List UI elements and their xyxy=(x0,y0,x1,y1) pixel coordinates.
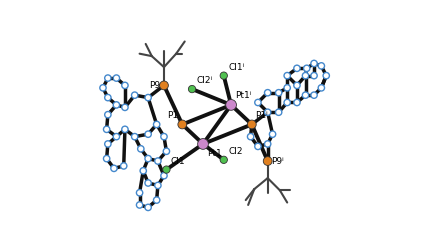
Text: P1ⁱ: P1ⁱ xyxy=(256,111,268,120)
Circle shape xyxy=(138,146,144,152)
Circle shape xyxy=(145,180,151,186)
Circle shape xyxy=(163,148,169,154)
Circle shape xyxy=(104,126,110,132)
Circle shape xyxy=(247,133,254,140)
Circle shape xyxy=(311,72,317,79)
Circle shape xyxy=(276,109,282,115)
Circle shape xyxy=(220,72,227,79)
Circle shape xyxy=(122,126,128,132)
Circle shape xyxy=(294,99,300,106)
Circle shape xyxy=(323,72,330,79)
Text: P9: P9 xyxy=(149,81,160,90)
Text: Pt1: Pt1 xyxy=(207,149,221,158)
Text: Pt1ⁱ: Pt1ⁱ xyxy=(235,91,251,100)
Circle shape xyxy=(318,63,324,69)
Circle shape xyxy=(220,156,227,163)
Circle shape xyxy=(188,85,196,93)
Circle shape xyxy=(160,81,168,90)
Circle shape xyxy=(294,82,300,89)
Text: P1: P1 xyxy=(167,111,178,120)
Circle shape xyxy=(163,166,170,173)
Circle shape xyxy=(311,60,317,67)
Text: Cl1: Cl1 xyxy=(171,157,185,166)
Circle shape xyxy=(284,99,290,106)
Circle shape xyxy=(100,85,106,91)
Circle shape xyxy=(155,158,161,164)
Circle shape xyxy=(198,139,208,149)
Circle shape xyxy=(155,182,161,189)
Circle shape xyxy=(105,112,111,118)
Circle shape xyxy=(302,92,309,98)
Circle shape xyxy=(263,157,272,165)
Text: Cl2: Cl2 xyxy=(228,147,243,156)
Circle shape xyxy=(255,143,261,150)
Circle shape xyxy=(154,121,160,128)
Circle shape xyxy=(226,100,236,110)
Circle shape xyxy=(145,131,151,137)
Circle shape xyxy=(318,85,324,91)
Circle shape xyxy=(122,104,128,111)
Circle shape xyxy=(154,197,160,203)
Circle shape xyxy=(137,202,143,208)
Circle shape xyxy=(294,65,300,71)
Circle shape xyxy=(105,75,111,81)
Circle shape xyxy=(265,90,271,96)
Circle shape xyxy=(178,120,187,129)
Circle shape xyxy=(105,141,111,147)
Circle shape xyxy=(276,90,282,96)
Circle shape xyxy=(161,173,167,179)
Circle shape xyxy=(284,72,290,79)
Circle shape xyxy=(111,165,117,172)
Text: Cl1ⁱ: Cl1ⁱ xyxy=(228,63,244,72)
Circle shape xyxy=(104,155,110,162)
Circle shape xyxy=(145,155,151,162)
Circle shape xyxy=(122,82,128,89)
Circle shape xyxy=(145,204,151,211)
Text: Cl2ⁱ: Cl2ⁱ xyxy=(196,76,213,85)
Circle shape xyxy=(265,109,271,115)
Text: P9ⁱ: P9ⁱ xyxy=(271,157,284,165)
Circle shape xyxy=(255,99,261,106)
Circle shape xyxy=(247,120,256,129)
Circle shape xyxy=(302,72,309,79)
Circle shape xyxy=(137,190,143,196)
Circle shape xyxy=(105,94,111,101)
Circle shape xyxy=(131,92,138,98)
Circle shape xyxy=(265,141,271,147)
Circle shape xyxy=(113,75,119,81)
Circle shape xyxy=(145,94,151,101)
Circle shape xyxy=(161,133,167,140)
Circle shape xyxy=(131,133,138,140)
Circle shape xyxy=(140,168,146,174)
Circle shape xyxy=(113,102,119,108)
Circle shape xyxy=(121,163,127,169)
Circle shape xyxy=(303,65,310,71)
Circle shape xyxy=(113,133,119,140)
Circle shape xyxy=(269,131,276,137)
Circle shape xyxy=(284,85,290,91)
Circle shape xyxy=(311,92,317,98)
